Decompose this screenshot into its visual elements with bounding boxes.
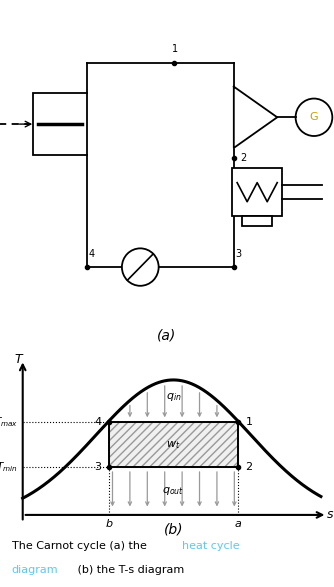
Polygon shape	[109, 423, 237, 467]
Circle shape	[122, 248, 159, 286]
Bar	[232, 168, 282, 216]
Text: $q_{out}$: $q_{out}$	[162, 485, 184, 497]
Text: diagram: diagram	[12, 565, 58, 575]
Text: G: G	[310, 112, 318, 122]
Text: $T_{min}$: $T_{min}$	[0, 460, 18, 474]
Text: 1: 1	[245, 417, 253, 427]
Polygon shape	[234, 87, 277, 148]
Circle shape	[296, 99, 332, 136]
Text: 3: 3	[94, 462, 101, 472]
Text: 2: 2	[245, 462, 253, 472]
Text: 4: 4	[89, 248, 95, 258]
Text: s: s	[327, 508, 334, 521]
Text: The Carnot cycle (a) the: The Carnot cycle (a) the	[12, 541, 150, 551]
Text: b: b	[106, 519, 113, 529]
Text: (b): (b)	[164, 522, 183, 536]
Text: (a): (a)	[157, 328, 177, 342]
Text: 4: 4	[94, 417, 101, 427]
Bar	[242, 216, 272, 226]
Text: 2: 2	[240, 153, 247, 163]
Bar	[33, 93, 87, 155]
Text: $w_t$: $w_t$	[166, 438, 181, 451]
Text: heat cycle: heat cycle	[182, 541, 239, 551]
Text: $T_{max}$: $T_{max}$	[0, 416, 18, 429]
Text: a: a	[234, 519, 241, 529]
Text: T: T	[14, 353, 22, 366]
Text: $q_{in}$: $q_{in}$	[166, 390, 181, 403]
Text: (b) the T-s diagram: (b) the T-s diagram	[74, 565, 184, 575]
Text: 3: 3	[236, 248, 242, 258]
Text: 1: 1	[172, 44, 178, 55]
